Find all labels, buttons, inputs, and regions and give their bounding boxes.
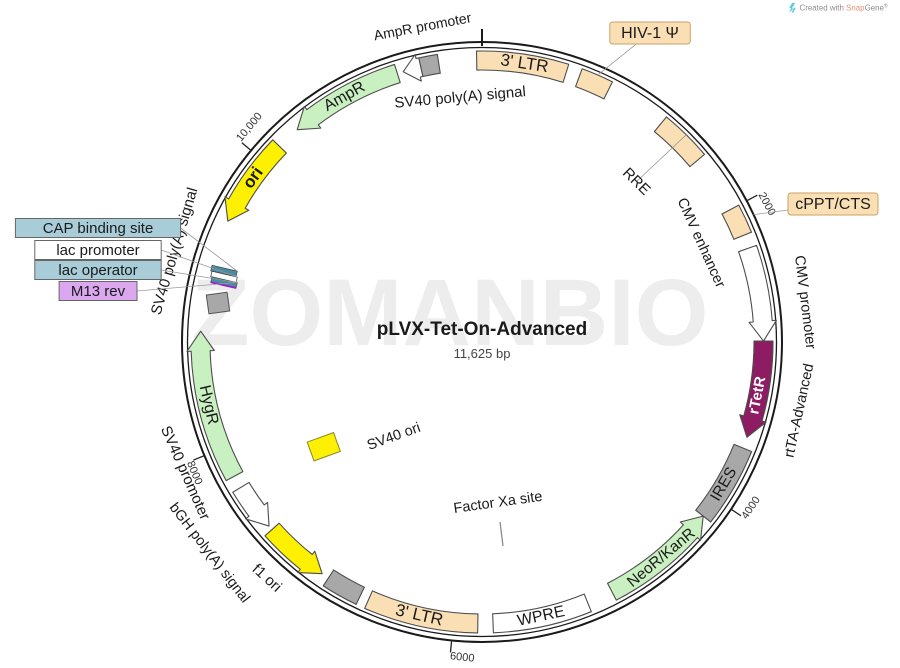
svg-text:6000: 6000 <box>449 650 475 664</box>
svg-text:SV40 poly(A) signal: SV40 poly(A) signal <box>394 83 527 112</box>
svg-text:rTetR: rTetR <box>745 375 769 416</box>
svg-text:cPPT/CTS: cPPT/CTS <box>795 196 871 213</box>
svg-text:CAP binding site: CAP binding site <box>43 220 154 237</box>
svg-text:11,625 bp: 11,625 bp <box>454 346 511 361</box>
svg-text:4000: 4000 <box>739 494 763 521</box>
svg-text:rtTA-Advanced: rtTA-Advanced <box>782 362 818 459</box>
svg-text:SV40 ori: SV40 ori <box>365 420 423 454</box>
svg-text:CMV promoter: CMV promoter <box>791 255 818 351</box>
svg-text:lac promoter: lac promoter <box>56 242 139 259</box>
svg-text:lac operator: lac operator <box>58 262 137 279</box>
svg-text:RRE: RRE <box>619 164 653 198</box>
svg-text:AmpR promoter: AmpR promoter <box>372 9 472 43</box>
svg-text:Factor Xa site: Factor Xa site <box>453 489 544 517</box>
svg-text:ZOMANBIO: ZOMANBIO <box>191 260 708 366</box>
svg-text:M13 rev: M13 rev <box>71 283 126 300</box>
svg-text:NeoR/KanR: NeoR/KanR <box>624 525 698 591</box>
svg-text:HIV-1 Ψ: HIV-1 Ψ <box>621 25 679 42</box>
svg-text:pLVX-Tet-On-Advanced: pLVX-Tet-On-Advanced <box>377 319 587 340</box>
svg-text:f1 ori: f1 ori <box>249 561 285 596</box>
svg-text:Created with SnapGene®: Created with SnapGene® <box>800 2 888 12</box>
